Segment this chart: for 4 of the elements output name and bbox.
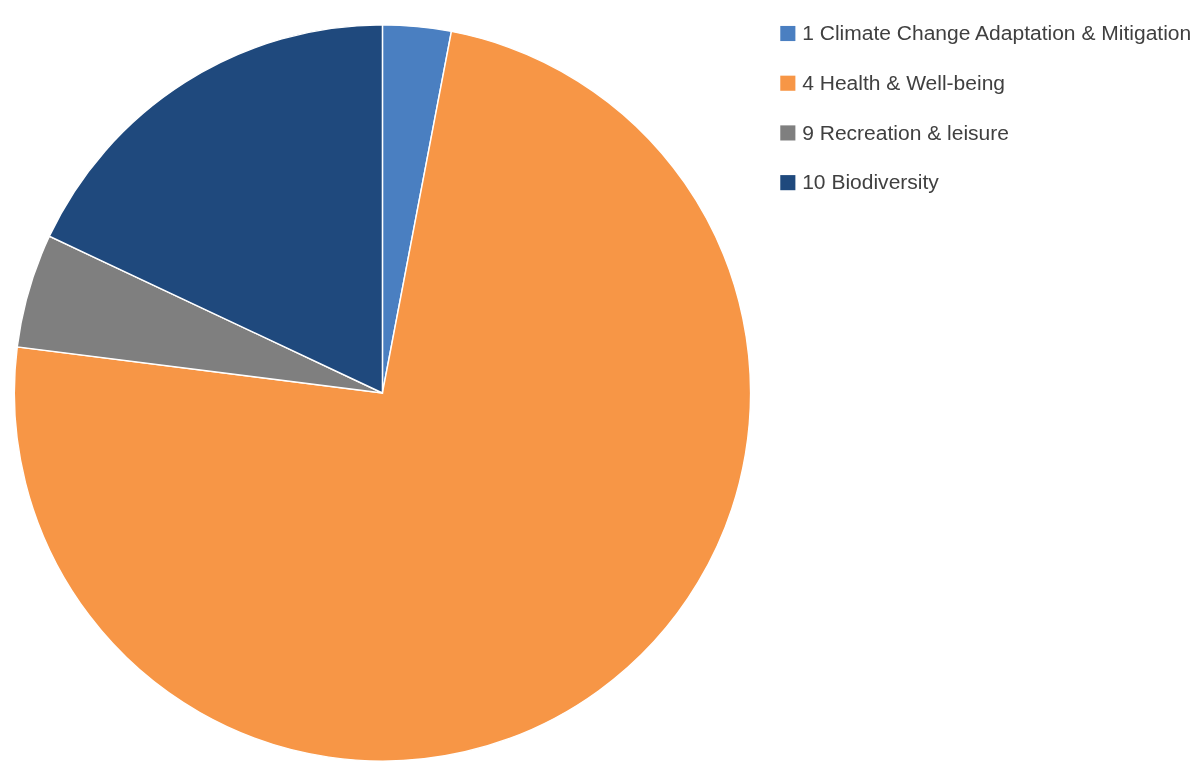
- legend-label: 10 Biodiversity: [802, 170, 940, 194]
- legend-label: 1 Climate Change Adaptation & Mitigation: [802, 21, 1192, 45]
- legend-label: 4 Health & Well-being: [802, 70, 1006, 94]
- legend-label: 9 Recreation & leisure: [802, 120, 1009, 144]
